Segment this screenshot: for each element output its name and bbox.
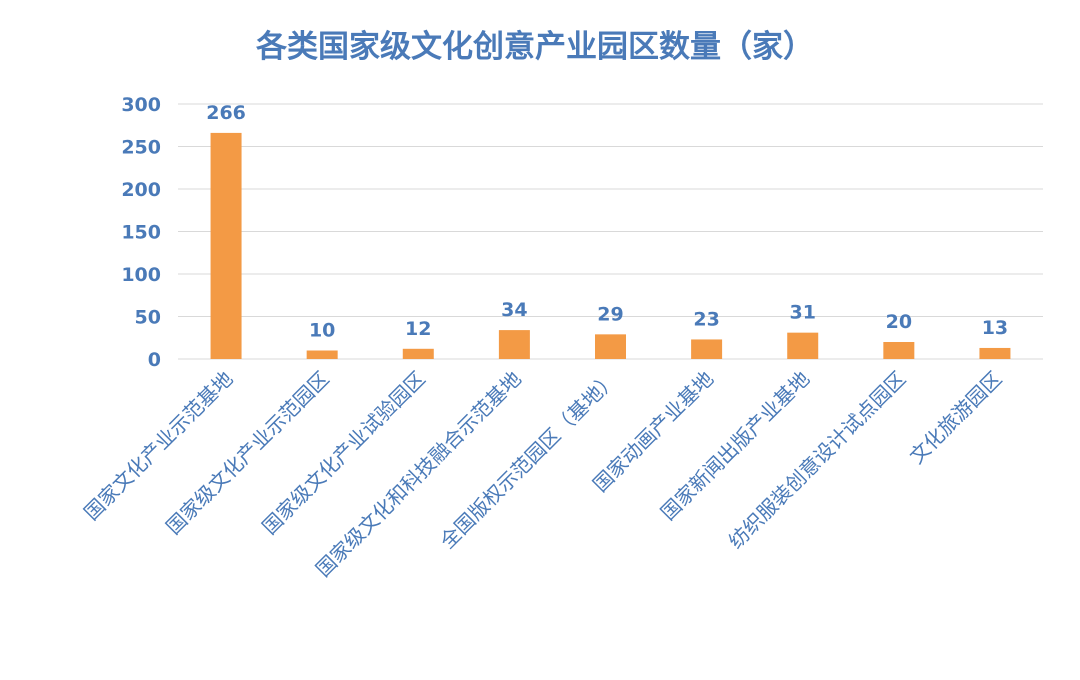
bar: [402, 348, 434, 359]
data-label: 34: [501, 299, 527, 321]
y-tick-label: 50: [135, 307, 161, 329]
chart-title: 各类国家级文化创意产业园区数量（家）: [255, 29, 814, 65]
bar: [979, 347, 1011, 359]
x-tick-label: 文化旅游园区: [905, 367, 1007, 469]
bar: [883, 342, 915, 359]
x-tick-label: 全国版权示范园区（基地）: [435, 367, 622, 554]
bar: [210, 132, 242, 359]
y-tick-label: 250: [121, 137, 161, 159]
y-tick-label: 0: [148, 349, 161, 371]
y-tick-label: 300: [121, 94, 161, 116]
y-axis-ticks: 0 50 100 150 200 250 300: [121, 94, 161, 371]
x-tick-label: 国家级文化产业试验园区: [257, 367, 430, 540]
bars: [210, 132, 1011, 359]
data-label: 266: [206, 102, 246, 124]
bar: [691, 339, 723, 359]
x-tick-label: 国家级文化产业示范园区: [161, 367, 334, 540]
data-label: 31: [789, 302, 815, 324]
data-label: 23: [693, 308, 719, 330]
gridlines: [178, 103, 1043, 360]
data-label: 20: [886, 311, 912, 333]
x-tick-label: 国家级文化和科技融合示范基地: [311, 367, 526, 582]
bar: [498, 330, 530, 359]
x-axis-ticks: 国家文化产业示范基地国家级文化产业示范园区国家级文化产业试验园区国家级文化和科技…: [79, 367, 1006, 582]
data-labels: 266 10 12 34 29 23 31 20 13: [206, 102, 1008, 342]
data-label: 13: [982, 317, 1008, 339]
y-tick-label: 150: [121, 222, 161, 244]
x-tick-label: 纺织服装创意设计试点园区: [724, 367, 911, 554]
y-tick-label: 200: [121, 179, 161, 201]
y-tick-label: 100: [121, 264, 161, 286]
bar: [787, 332, 819, 359]
data-label: 29: [597, 303, 623, 325]
bar: [306, 350, 338, 359]
bar: [595, 334, 626, 359]
data-label: 10: [309, 320, 335, 342]
data-label: 12: [405, 318, 431, 340]
